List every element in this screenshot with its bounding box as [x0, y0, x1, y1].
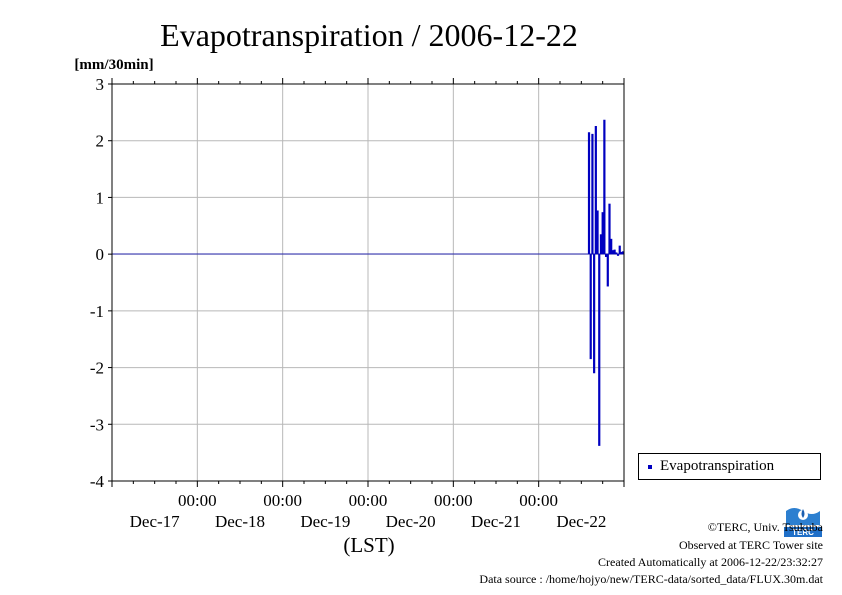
bars: [587, 119, 625, 446]
y-tick-label: -3: [90, 415, 104, 434]
x-date-label: Dec-22: [556, 512, 606, 531]
x-date-label: Dec-21: [471, 512, 521, 531]
y-axis-unit: [mm/30min]: [74, 57, 153, 73]
x-date-label: Dec-18: [215, 512, 265, 531]
y-tick-label: 1: [96, 188, 105, 207]
x-time-label: 00:00: [178, 491, 217, 510]
x-date-label: Dec-20: [386, 512, 436, 531]
x-axis-label: (LST): [343, 533, 394, 557]
x-time-label: 00:00: [349, 491, 388, 510]
legend-label: Evapotranspiration: [660, 458, 775, 474]
legend: Evapotranspiration: [638, 453, 821, 480]
legend-swatch: [648, 465, 652, 469]
y-tick-label: -1: [90, 302, 104, 321]
x-time-label: 00:00: [519, 491, 558, 510]
credit-copyright: ©TERC, Univ. Tsukuba: [707, 520, 823, 534]
x-time-label: 00:00: [263, 491, 302, 510]
credit-created: Created Automatically at 2006-12-22/23:3…: [598, 555, 823, 569]
y-tick-label: 2: [96, 132, 105, 151]
y-tick-label: -2: [90, 359, 104, 378]
y-tick-label: -4: [90, 472, 105, 491]
x-ticks: 00:00 00:00 00:00 00:00 00:00 Dec-17 Dec-18 Dec…: [111, 78, 625, 531]
grid-lines: [112, 84, 624, 481]
y-tick-label: 0: [96, 245, 105, 264]
chart-title: Evapotranspiration / 2006-12-22: [160, 17, 578, 53]
x-time-label: 00:00: [434, 491, 473, 510]
terc-logo-icon: TERC: [784, 503, 822, 537]
credit-source: Data source : /home/hojyo/new/TERC-data/…: [479, 572, 823, 586]
credit-observed: Observed at TERC Tower site: [678, 538, 823, 552]
y-ticks: 3 2 1 0 -1 -2 -3 -4: [90, 75, 112, 491]
x-date-label: Dec-19: [300, 512, 350, 531]
svg-text:TERC: TERC: [792, 528, 814, 537]
x-date-label: Dec-17: [130, 512, 181, 531]
y-tick-label: 3: [96, 75, 105, 94]
